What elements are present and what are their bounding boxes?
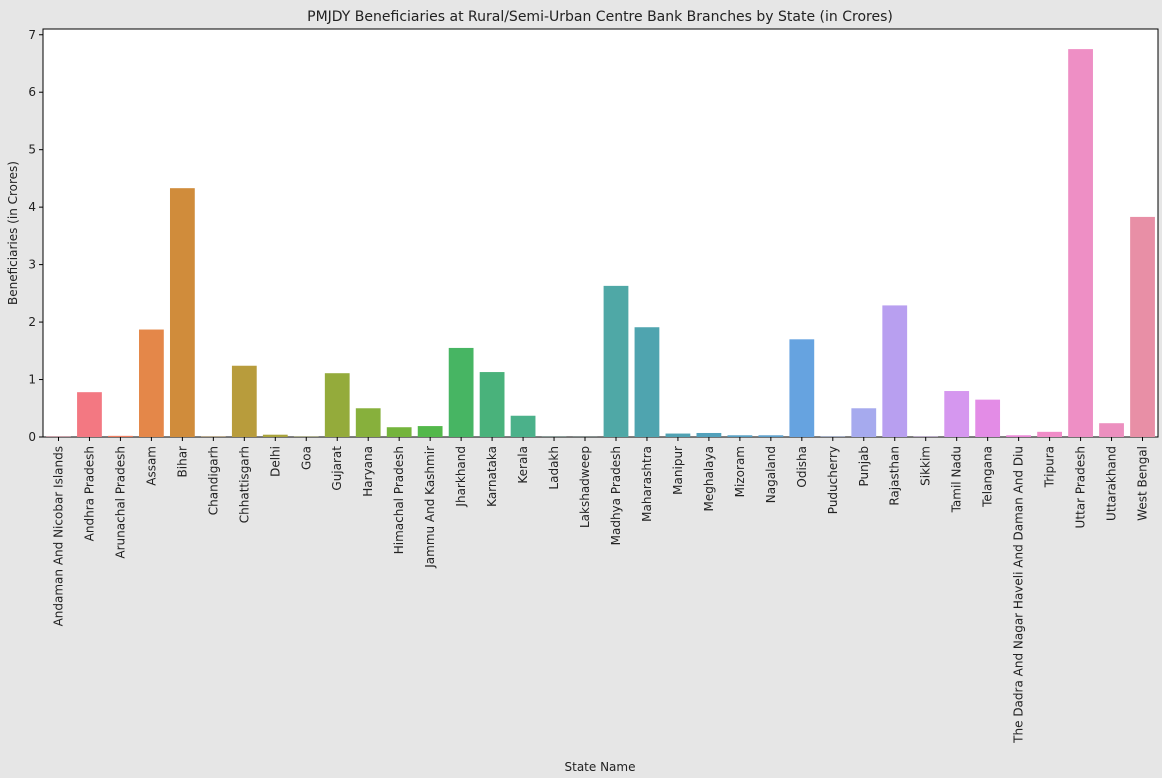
bar <box>324 373 350 437</box>
bar <box>1099 423 1124 437</box>
y-tick-label: 4 <box>28 200 36 214</box>
bar <box>665 433 691 437</box>
x-tick-label: Telangana <box>981 446 995 508</box>
bar <box>727 435 753 437</box>
bar <box>696 432 722 437</box>
y-axis-ticks: 0 1 2 3 4 5 6 7 <box>28 28 43 444</box>
bar <box>789 339 815 437</box>
bar <box>1068 49 1093 438</box>
bar <box>758 435 784 437</box>
bar <box>262 434 288 437</box>
x-tick-label: Tamil Nadu <box>950 446 964 513</box>
x-tick-label: Meghalaya <box>702 446 716 511</box>
bar <box>1037 431 1062 437</box>
bar <box>975 399 1001 437</box>
x-tick-label: Ladakh <box>547 446 561 490</box>
bar <box>108 435 133 437</box>
bar <box>882 305 908 437</box>
bar <box>944 391 970 437</box>
x-tick-label: Manipur <box>671 446 685 495</box>
bar <box>77 392 102 437</box>
x-tick-label: Tripura <box>1043 446 1057 488</box>
bar <box>448 347 474 437</box>
x-tick-label: Chandigarh <box>206 446 220 515</box>
y-tick-label: 1 <box>28 373 36 387</box>
bar <box>1130 216 1155 437</box>
x-axis-label: State Name <box>565 760 636 774</box>
x-tick-label: Odisha <box>795 446 809 488</box>
x-tick-label: Madhya Pradesh <box>609 446 623 545</box>
x-tick-label: Sikkim <box>919 446 933 486</box>
x-tick-label: Maharashtra <box>640 446 654 522</box>
x-tick-label: Jharkhand <box>454 446 468 508</box>
x-tick-label: Gujarat <box>330 446 344 491</box>
bar <box>417 426 443 437</box>
bar <box>479 372 505 437</box>
x-tick-label: Rajasthan <box>888 446 902 506</box>
x-tick-label: Chhattisgarh <box>237 446 251 523</box>
y-tick-label: 6 <box>28 85 36 99</box>
x-axis-ticks: Andaman And Nicobar Islands Andhra Prades… <box>51 437 1150 744</box>
bar <box>1006 435 1032 437</box>
bars-group <box>46 49 1155 438</box>
plot-area <box>42 28 1159 438</box>
bar <box>603 285 629 437</box>
y-tick-label: 0 <box>28 430 36 444</box>
x-tick-label: Goa <box>299 446 313 470</box>
y-tick-label: 2 <box>28 315 36 329</box>
bar <box>231 365 257 437</box>
x-tick-label: Lakshadweep <box>578 446 592 528</box>
bar <box>355 408 381 437</box>
bar <box>851 408 877 437</box>
y-tick-label: 7 <box>28 28 36 42</box>
x-tick-label: Haryana <box>361 446 375 497</box>
x-tick-label: Jammu And Kashmir <box>423 446 437 569</box>
x-tick-label: Andhra Pradesh <box>82 446 96 541</box>
x-tick-label: Himachal Pradesh <box>392 446 406 554</box>
x-tick-label: Karnataka <box>485 446 499 507</box>
bar <box>139 329 164 437</box>
x-tick-label: Mizoram <box>733 446 747 497</box>
x-tick-label: Nagaland <box>764 446 778 503</box>
y-tick-label: 3 <box>28 258 36 272</box>
x-tick-label: Uttar Pradesh <box>1074 446 1088 528</box>
x-tick-label: Punjab <box>857 446 871 487</box>
chart-title: PMJDY Beneficiaries at Rural/Semi-Urban … <box>307 9 893 25</box>
bar <box>510 415 536 437</box>
bar <box>634 327 660 437</box>
bar <box>169 188 195 437</box>
y-axis-label: Beneficiaries (in Crores) <box>6 161 20 305</box>
x-tick-label: Andaman And Nicobar Islands <box>51 446 65 626</box>
bar <box>386 427 412 437</box>
x-tick-label: Arunachal Pradesh <box>113 446 127 559</box>
x-tick-label: The Dadra And Nagar Haveli And Daman And… <box>1012 446 1026 744</box>
x-tick-label: Kerala <box>516 446 530 484</box>
x-tick-label: Delhi <box>268 446 282 477</box>
x-tick-label: Assam <box>144 446 158 486</box>
x-tick-label: Bihar <box>175 446 189 478</box>
x-tick-label: Puducherry <box>826 446 840 514</box>
y-tick-label: 5 <box>28 143 36 157</box>
x-tick-label: West Bengal <box>1136 446 1150 521</box>
x-tick-label: Uttarakhand <box>1105 446 1119 521</box>
